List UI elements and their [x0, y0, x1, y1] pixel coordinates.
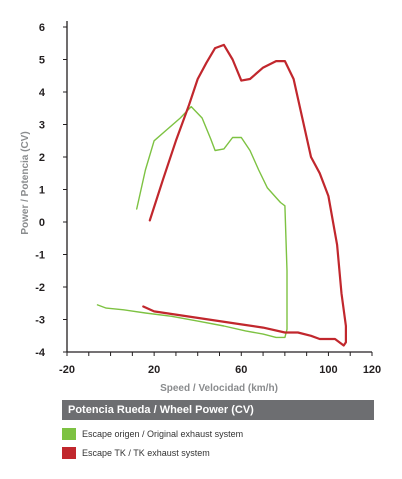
y-tick-label: 6	[39, 22, 45, 34]
y-tick-label: 0	[39, 217, 45, 229]
x-tick-label: 60	[235, 364, 247, 376]
x-axis-label: Speed / Velocidad (km/h)	[160, 383, 278, 394]
chart-series	[96, 43, 347, 347]
y-tick-label: 2	[39, 152, 45, 164]
legend-title: Potencia Rueda / Wheel Power (CV)	[62, 400, 374, 420]
y-tick-label: 5	[39, 55, 45, 67]
chart-ticks: -4 -3 -2 -1 0 1 2 3 4 5 6 -20 20 60 100 120	[35, 22, 381, 376]
legend-item-original: Escape origen / Original exhaust system	[62, 428, 243, 440]
chart-axes	[66, 21, 372, 353]
x-tick-label: 20	[148, 364, 160, 376]
y-tick-label: -2	[35, 282, 45, 294]
y-tick-label: -3	[35, 315, 45, 327]
legend-label-original: Escape origen / Original exhaust system	[82, 429, 244, 439]
legend-swatch-tk	[62, 447, 76, 459]
y-tick-label: 4	[39, 87, 46, 99]
legend-item-tk: Escape TK / TK exhaust system	[62, 447, 210, 459]
legend-label-tk: Escape TK / TK exhaust system	[82, 448, 210, 458]
series-line-original	[96, 105, 288, 339]
y-tick-label: 3	[39, 120, 45, 132]
series-line-tk	[142, 43, 347, 347]
y-tick-label: -4	[35, 347, 46, 359]
x-tick-label: 120	[363, 364, 381, 376]
y-tick-label: -1	[35, 250, 45, 262]
legend-swatch-original	[62, 428, 76, 440]
x-tick-label: -20	[59, 364, 75, 376]
y-axis-label: Power / Potencia (CV)	[20, 131, 31, 234]
x-tick-label: 100	[319, 364, 337, 376]
y-tick-label: 1	[39, 185, 45, 197]
